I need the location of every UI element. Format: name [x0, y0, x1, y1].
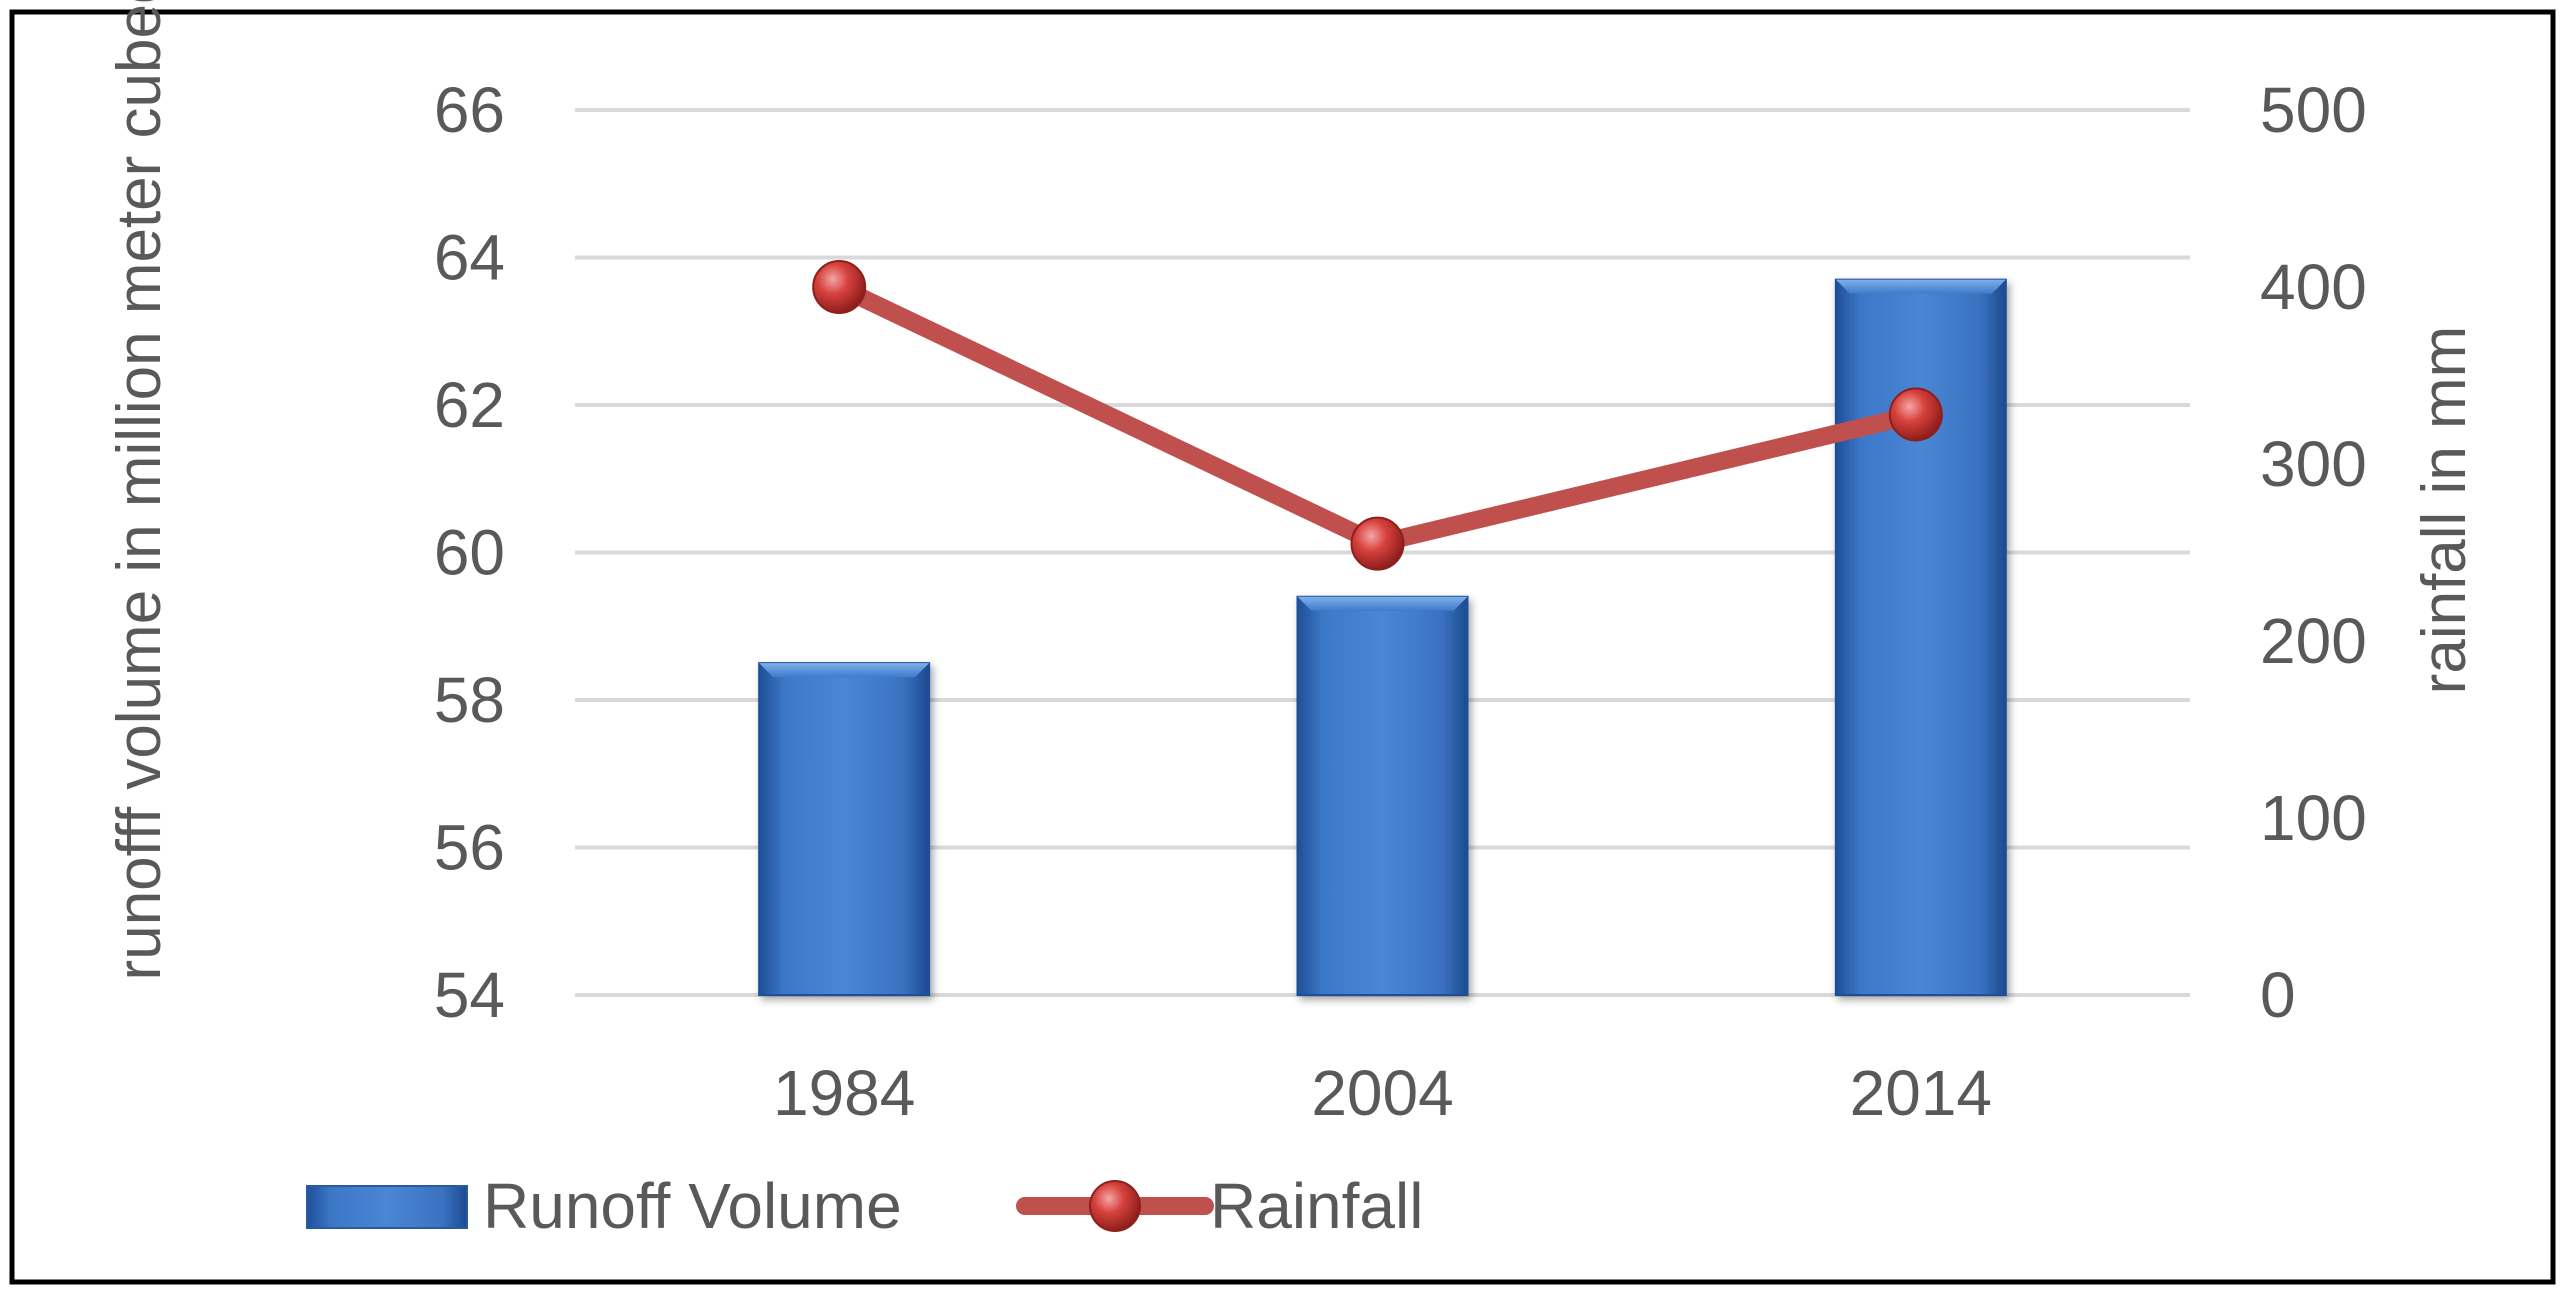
legend-item-runoff[interactable]: Runoff Volume [306, 1170, 902, 1242]
rainfall-line [812, 260, 1943, 571]
x-tick-label: 2014 [1850, 1057, 1992, 1129]
legend-swatch-rainfall-marker [1089, 1180, 1141, 1232]
bar-2004[interactable] [1296, 595, 1469, 996]
x-axis-ticks: 1984 2004 2014 [773, 1057, 1992, 1129]
x-tick-label: 2004 [1311, 1057, 1453, 1129]
bar-bevel [759, 663, 930, 678]
bar-body [1296, 595, 1469, 996]
left-tick-label: 54 [434, 959, 505, 1031]
right-tick-label: 100 [2260, 782, 2367, 854]
right-axis-title: rainfall in mm [2410, 326, 2479, 695]
left-axis-ticks: 54 56 58 60 62 64 66 [434, 74, 505, 1031]
left-tick-label: 60 [434, 517, 505, 589]
rainfall-marker-1984[interactable] [812, 260, 867, 314]
right-tick-label: 400 [2260, 251, 2367, 323]
left-tick-label: 64 [434, 222, 505, 294]
legend-label-rainfall: Rainfall [1210, 1170, 1423, 1242]
bar-2014[interactable] [1834, 278, 2007, 996]
right-axis-ticks: 0 100 200 300 400 500 [2260, 74, 2367, 1031]
bar-body [758, 662, 931, 996]
chart-frame [9, 9, 2556, 1285]
left-axis-title: runofff volume in million meter cubed [105, 0, 174, 980]
left-tick-label: 58 [434, 664, 505, 736]
rainfall-marker-2004[interactable] [1350, 516, 1405, 571]
bar-1984[interactable] [758, 662, 931, 996]
legend: Runoff Volume Rainfall [306, 1170, 1423, 1242]
rainfall-marker-2014[interactable] [1888, 387, 1943, 442]
left-tick-label: 62 [434, 369, 505, 441]
right-tick-label: 500 [2260, 74, 2367, 146]
legend-item-rainfall[interactable]: Rainfall [1016, 1170, 1423, 1242]
right-tick-label: 200 [2260, 605, 2367, 677]
bar-bevel [1297, 596, 1468, 611]
left-tick-label: 66 [434, 74, 505, 146]
legend-swatch-runoff [306, 1185, 468, 1229]
x-tick-label: 1984 [773, 1057, 915, 1129]
left-tick-label: 56 [434, 812, 505, 884]
bar-body [1834, 278, 2007, 996]
right-tick-label: 300 [2260, 428, 2367, 500]
bar-bevel [1835, 279, 2006, 294]
legend-label-runoff: Runoff Volume [483, 1170, 902, 1242]
right-tick-label: 0 [2260, 959, 2296, 1031]
